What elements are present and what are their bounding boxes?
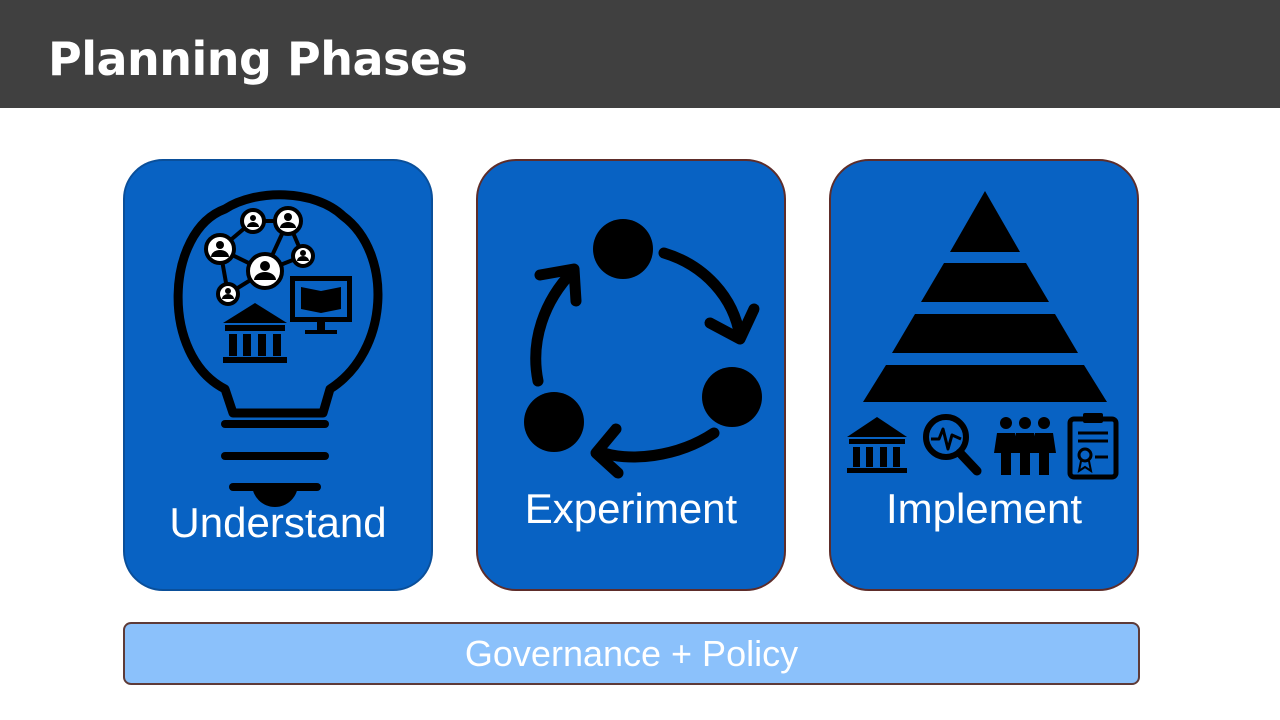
governance-policy-label: Governance + Policy: [464, 632, 799, 674]
phase-card-experiment: Experiment: [476, 159, 786, 591]
lightbulb-network-icon: [173, 190, 383, 507]
people-group-icon: [994, 417, 1056, 475]
phase-card-understand: Understand: [123, 159, 433, 591]
phase-label-experiment: Experiment: [524, 485, 738, 532]
government-building-icon: [223, 303, 287, 363]
governance-policy-bar: Governance + Policy: [123, 622, 1140, 685]
phase-label-understand: Understand: [169, 499, 387, 546]
header-bar: Planning Phases: [0, 0, 1280, 108]
page-title: Planning Phases: [48, 32, 468, 86]
magnifier-pulse-icon: [923, 414, 982, 476]
monitor-book-icon: [290, 276, 352, 334]
government-building-icon: [847, 417, 907, 473]
phase-card-implement: Implement: [829, 159, 1139, 591]
pyramid-icon: [847, 191, 1119, 480]
certificate-clipboard-icon: [1067, 413, 1119, 480]
people-network-icon: [204, 206, 315, 306]
phase-label-implement: Implement: [885, 485, 1083, 532]
cycle-arrows-icon: [524, 219, 762, 479]
